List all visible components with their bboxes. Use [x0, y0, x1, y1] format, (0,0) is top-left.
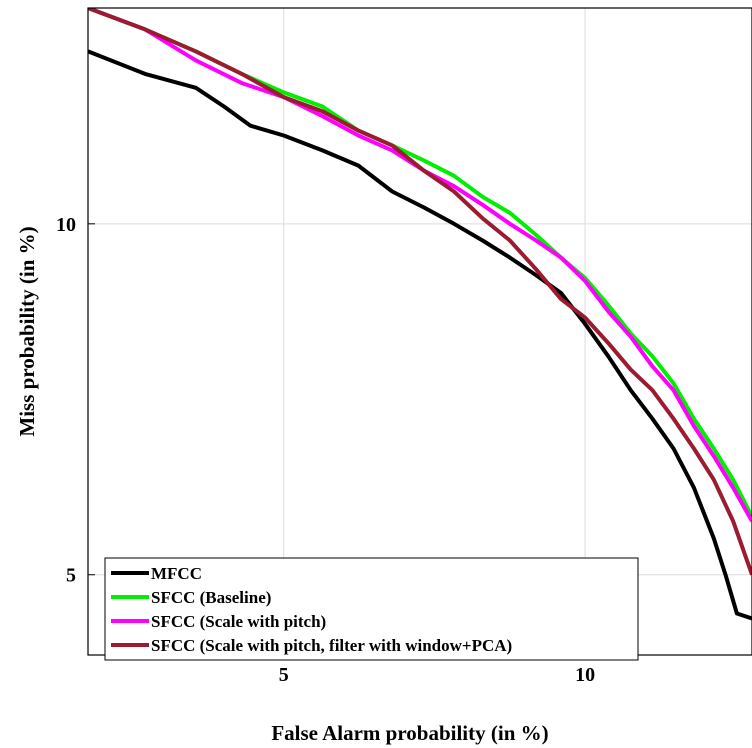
- series-lines: [88, 8, 752, 621]
- y-axis-label: Miss probability (in %): [15, 226, 39, 436]
- series-line-1: [88, 8, 752, 518]
- legend-label: SFCC (Scale with pitch, filter with wind…: [151, 636, 512, 655]
- series-line-2: [88, 8, 752, 523]
- y-tick-label: 5: [66, 565, 76, 587]
- legend-label: SFCC (Scale with pitch): [151, 612, 326, 631]
- series-line-3: [88, 8, 752, 576]
- legend-label: MFCC: [151, 564, 202, 583]
- y-tick-label: 10: [56, 214, 76, 236]
- y-tick-labels: 5 10: [56, 214, 95, 587]
- x-tick-label: 10: [575, 664, 595, 686]
- legend: MFCC SFCC (Baseline) SFCC (Scale with pitc…: [104, 557, 639, 661]
- series-line-0: [88, 49, 752, 621]
- x-axis-label: False Alarm probability (in %): [271, 721, 548, 745]
- x-tick-label: 5: [279, 664, 289, 686]
- legend-label: SFCC (Baseline): [151, 588, 271, 607]
- legend-box: [104, 557, 639, 661]
